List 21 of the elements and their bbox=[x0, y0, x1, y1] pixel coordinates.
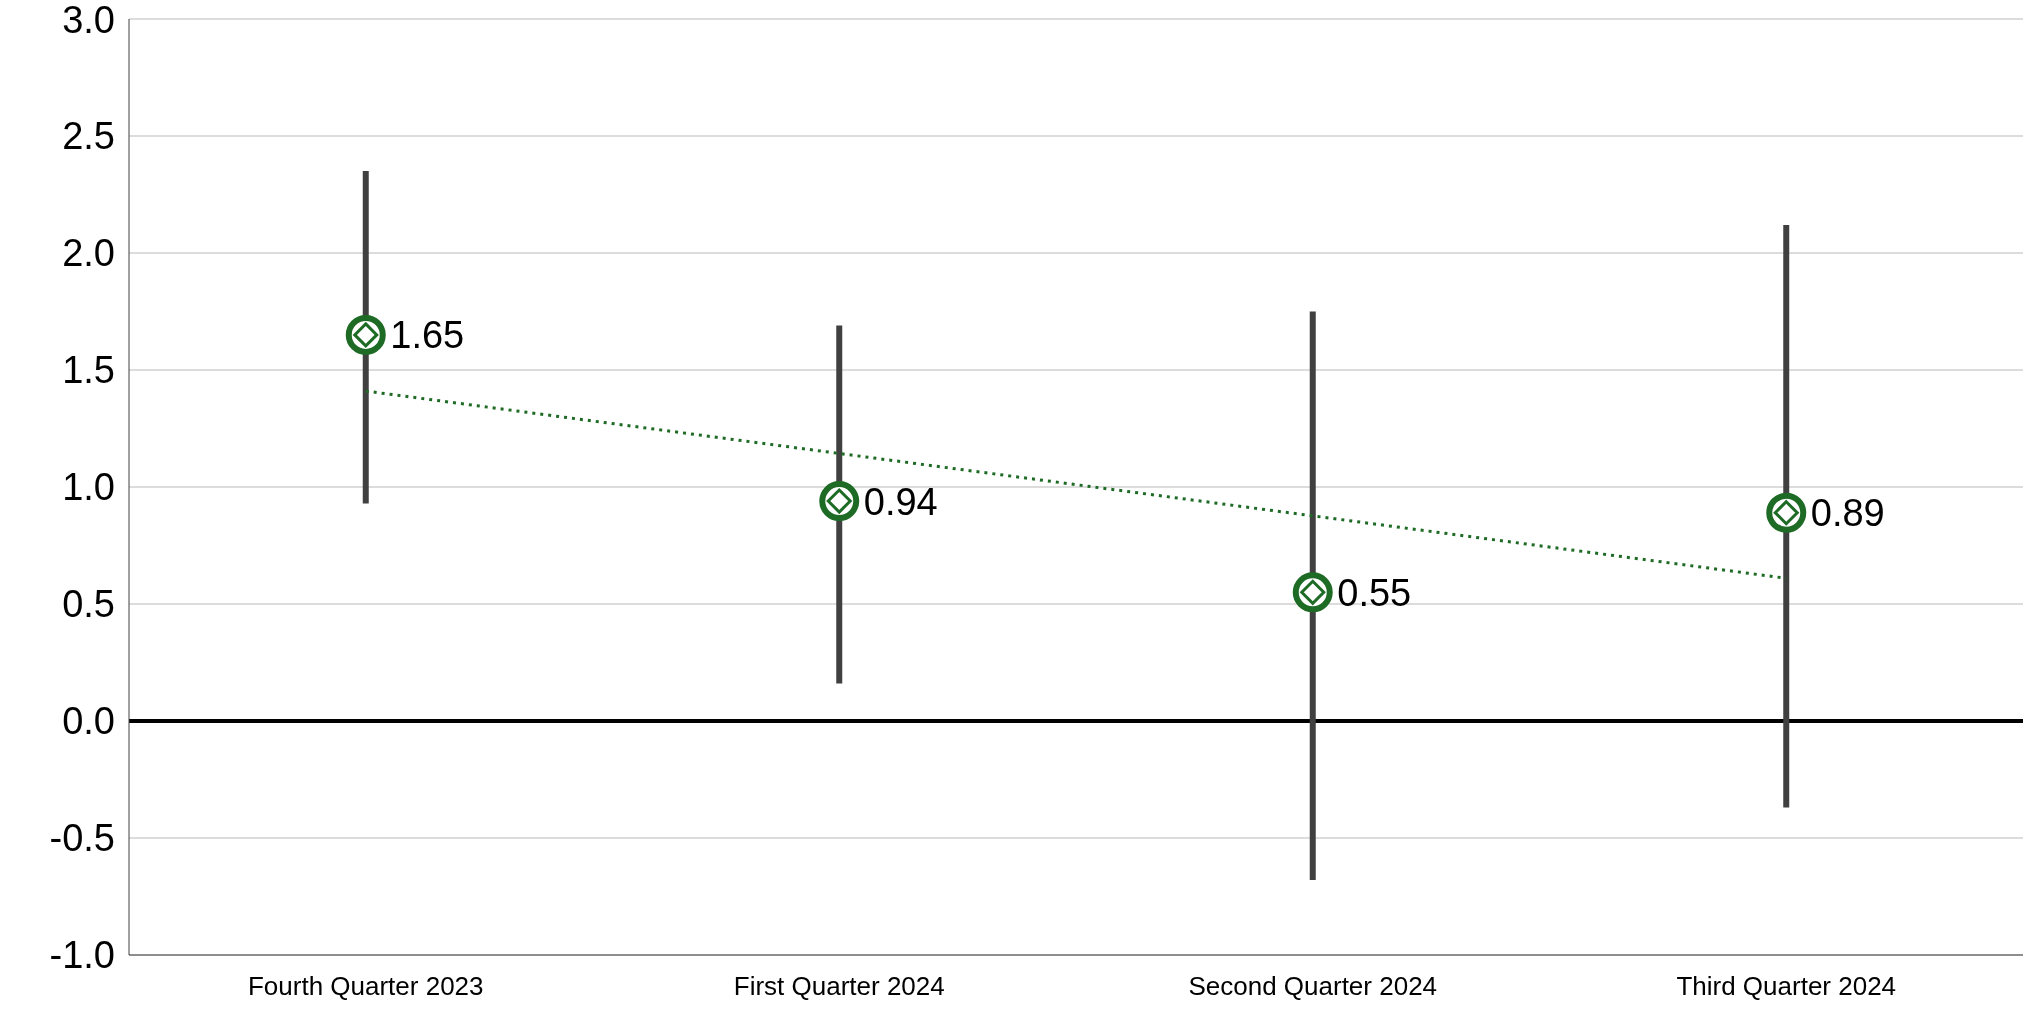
x-tick-label: Second Quarter 2024 bbox=[1188, 971, 1438, 1002]
y-tick-label: -1.0 bbox=[49, 934, 115, 977]
y-tick-label: 0.5 bbox=[62, 583, 115, 626]
y-tick-label: 1.5 bbox=[62, 349, 115, 392]
x-tick-label: Third Quarter 2024 bbox=[1676, 971, 1897, 1002]
y-tick-label: 1.0 bbox=[62, 466, 115, 509]
x-tick-label: Fourth Quarter 2023 bbox=[247, 971, 484, 1002]
data-label: 0.94 bbox=[863, 480, 938, 523]
data-label: 0.55 bbox=[1337, 571, 1412, 614]
data-label: 0.89 bbox=[1810, 492, 1885, 535]
point bbox=[819, 481, 860, 522]
y-tick-label: -0.5 bbox=[49, 817, 115, 860]
y-tick-label: 2.5 bbox=[62, 115, 115, 158]
y-tick-label: 3.0 bbox=[62, 0, 115, 41]
y-tick-label: 2.0 bbox=[62, 232, 115, 275]
y-tick-label: 0.0 bbox=[62, 700, 115, 743]
data-label: 1.65 bbox=[390, 314, 465, 357]
point bbox=[1292, 572, 1333, 613]
point bbox=[1766, 492, 1807, 533]
x-tick-label: First Quarter 2024 bbox=[733, 971, 945, 1002]
point bbox=[345, 314, 386, 355]
